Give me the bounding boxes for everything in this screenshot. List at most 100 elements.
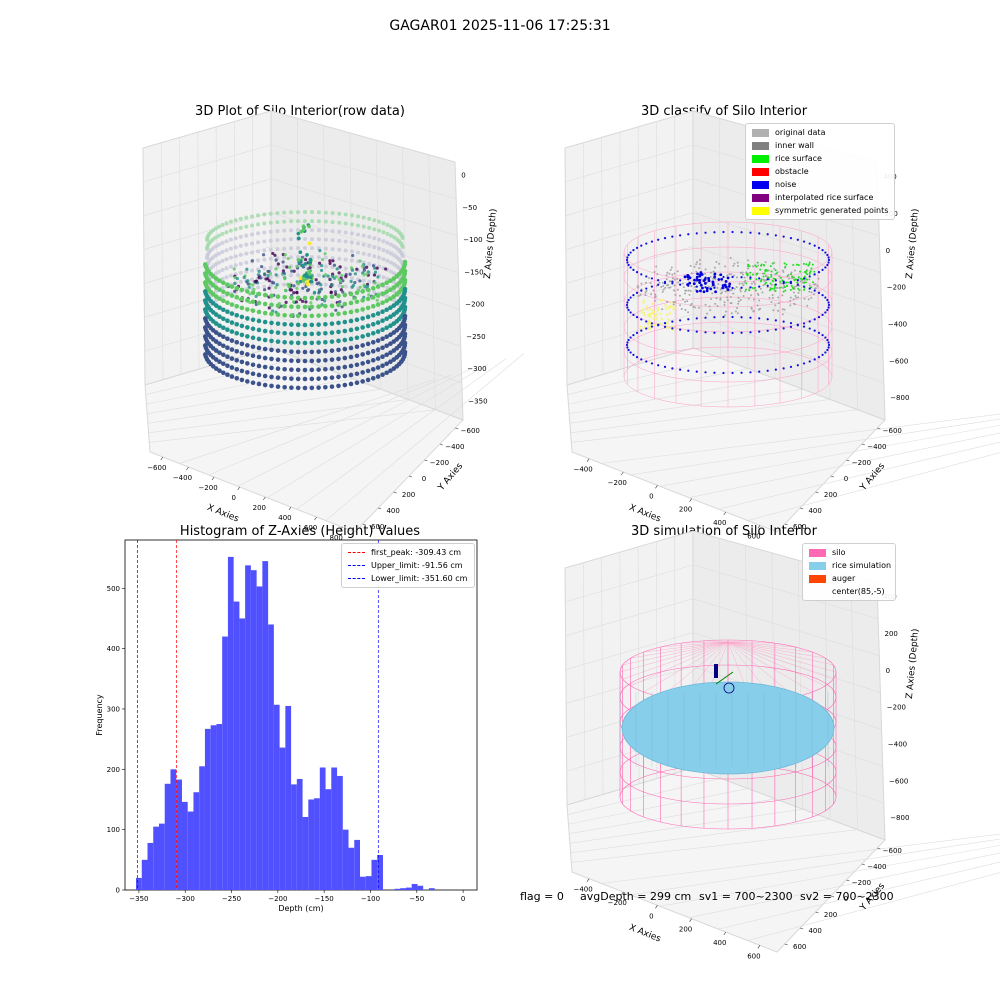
data-point [349,258,354,263]
data-point [706,312,709,315]
data-point [296,219,301,224]
data-point [282,282,287,287]
data-point [239,314,245,320]
data-point [348,354,354,360]
grid-line [270,144,457,200]
data-point [365,287,371,293]
grid-line [237,368,471,487]
data-point [250,380,256,386]
data-point [362,283,366,287]
data-point [797,291,800,294]
data-point [796,281,799,284]
data-point [256,285,261,290]
data-point [303,246,307,250]
flag-text: flag = 0 [520,890,564,903]
data-point [234,331,240,336]
grid-line [718,441,1000,510]
grid-line [234,121,236,359]
data-point [385,240,390,245]
data-point [295,358,301,364]
data-point [354,299,360,305]
data-point [754,286,757,289]
data-point [358,259,362,263]
data-point [709,271,712,274]
data-point [296,236,301,241]
data-point [389,269,394,274]
data-point [361,224,366,229]
data-point [711,292,714,295]
data-point [388,287,393,293]
data-point [256,318,262,324]
data-point [358,285,362,289]
data-point [342,364,348,370]
data-point [661,308,664,311]
data-point [733,262,736,265]
data-point [372,273,377,277]
data-point [725,310,728,313]
data-point [380,336,385,342]
silo-ring [623,221,833,283]
data-point [779,280,782,283]
data-point [380,372,385,378]
y-tick-label: −600 [461,427,480,435]
data-point [375,374,381,379]
data-point [746,274,749,277]
data-point [762,284,765,287]
data-point [384,370,389,376]
data-point [375,293,381,298]
data-point [693,306,696,309]
data-point [282,228,287,233]
data-point [637,286,640,289]
data-point [291,300,296,304]
data-point [354,362,360,368]
z-tick-label: 200 [884,630,897,638]
data-point [308,275,313,280]
data-point [329,291,333,295]
data-point [748,287,751,290]
data-point [773,261,776,264]
data-point [348,291,354,297]
data-point [803,270,806,273]
data-point [690,302,693,305]
grid-line [208,374,453,476]
y-tick-mark [830,475,835,478]
data-point [317,261,322,265]
data-point [751,286,754,289]
data-point [348,345,354,351]
data-point [388,314,393,320]
data-point [330,220,335,225]
data-point [793,285,796,288]
data-point [653,299,656,302]
z-tick-label: 0 [886,247,890,255]
data-point [309,304,315,310]
data-point [806,273,809,276]
data-point [391,303,397,308]
data-point [298,276,303,280]
data-point [261,253,266,257]
data-point [677,281,680,284]
data-point [348,372,354,378]
data-point [785,281,788,284]
data-point [341,290,345,294]
data-point [669,286,672,289]
data-point [289,228,294,233]
data-point [375,266,379,270]
data-point [309,279,314,284]
data-point [754,264,757,267]
x-tick-mark [757,945,761,949]
data-point [673,284,676,287]
data-point [799,270,802,273]
data-point [323,252,327,256]
data-point [666,300,669,303]
data-point [813,293,816,296]
data-point [810,291,813,294]
data-point [289,349,294,354]
data-point [348,381,354,387]
data-point [262,239,267,244]
data-point [316,340,321,345]
data-point [709,275,712,278]
data-point [262,346,268,352]
y-tick-mark [378,507,382,510]
y-tick-mark [424,459,428,462]
data-point [289,295,294,300]
